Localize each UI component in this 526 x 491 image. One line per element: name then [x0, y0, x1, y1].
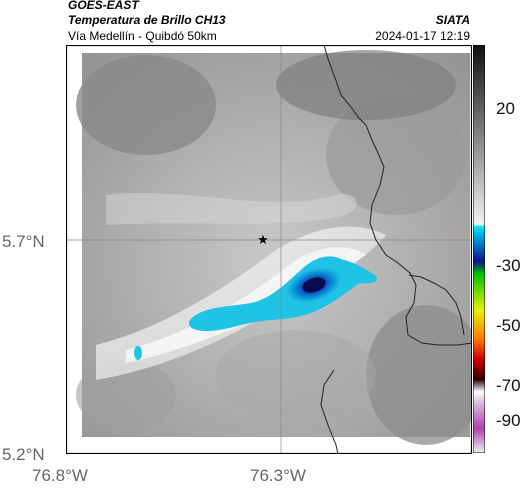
country-border-lines: [320, 45, 472, 454]
lat-tick-label: 5.7°N: [2, 232, 45, 251]
lon-tick-label: 76.8°W: [32, 466, 88, 485]
product-title: Temperatura de Brillo CH13: [68, 13, 226, 27]
satellite-map: ★: [66, 45, 472, 454]
brightness-temperature-image: [76, 50, 472, 445]
star-icon: ★: [257, 232, 269, 247]
lat-tick-label: 5.2°N: [2, 445, 45, 464]
lon-tick-label: 76.3°W: [250, 466, 306, 485]
region-subtitle: Vía Medellín - Quibdó 50km: [68, 29, 217, 43]
colorbar-tick-label: 20: [496, 99, 515, 118]
colorbar-tick-label: -50: [496, 316, 521, 335]
map-gridlines: [66, 45, 472, 454]
colorbar-tick-label: -30: [496, 256, 521, 275]
colorbar-tick-label: -70: [496, 376, 521, 395]
temperature-colorbar: [473, 45, 485, 453]
agency-label: SIATA: [435, 13, 470, 27]
satellite-title: GOES-EAST: [68, 0, 139, 12]
datetime-label: 2024-01-17 12:19: [375, 29, 470, 43]
colorbar-tick-label: -90: [496, 411, 521, 430]
